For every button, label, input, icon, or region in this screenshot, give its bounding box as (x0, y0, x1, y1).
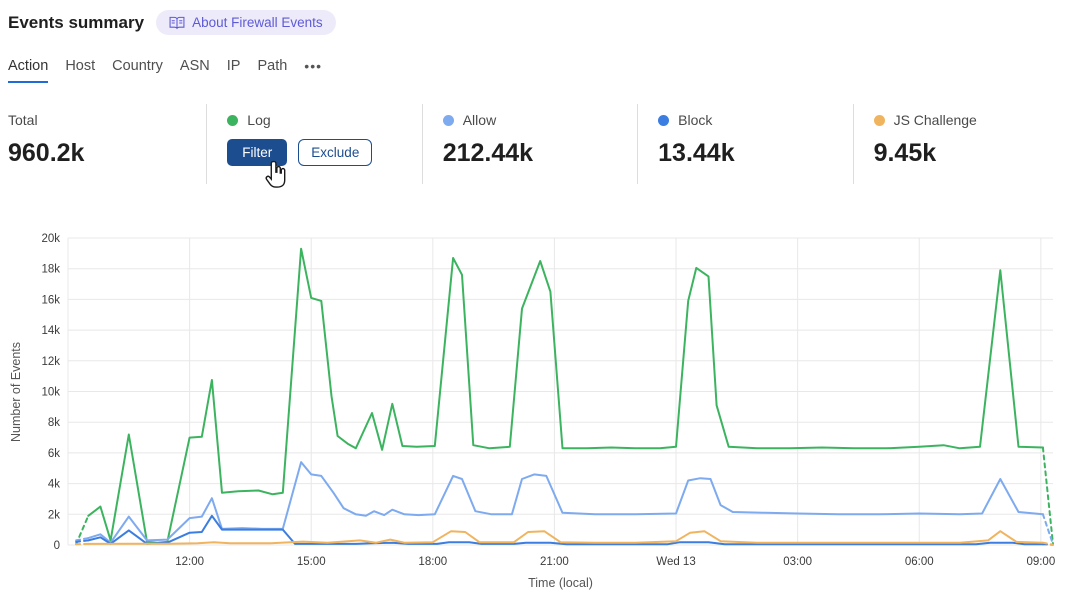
x-axis-title: Time (local) (528, 576, 593, 590)
series-js-challenge-tail-dashed (1041, 541, 1054, 546)
tabs-more-icon[interactable]: ••• (304, 58, 323, 74)
tab-path[interactable]: Path (257, 58, 288, 74)
js-challenge-value: 9.45k (873, 139, 937, 167)
y-tick-label: 10k (41, 387, 60, 399)
x-tick-label: Wed 13 (656, 556, 695, 568)
js-challenge-label: JS Challenge (893, 112, 977, 128)
allow-label: Allow (462, 112, 497, 128)
y-tick-label: 8k (48, 417, 60, 429)
tab-country[interactable]: Country (112, 58, 163, 74)
stat-card-allow: Allow 212.44k (421, 104, 637, 184)
tab-asn[interactable]: ASN (179, 58, 210, 74)
block-label: Block (678, 112, 713, 128)
x-tick-label: 03:00 (783, 556, 812, 568)
tab-bar: Action Host Country ASN IP Path ••• (8, 58, 322, 83)
y-tick-label: 20k (41, 233, 60, 245)
y-tick-label: 0 (54, 540, 60, 552)
stats-row: Total 960.2k Log Filter Exclude Allow 21… (8, 104, 1068, 184)
y-tick-label: 2k (48, 509, 60, 521)
y-tick-label: 6k (48, 448, 60, 460)
y-tick-label: 12k (41, 356, 60, 368)
y-tick-label: 18k (41, 264, 60, 276)
stat-card-js-challenge: JS Challenge 9.45k (852, 104, 1068, 184)
cursor-pointer-icon (265, 160, 286, 188)
stat-card-log: Log Filter Exclude (206, 104, 421, 184)
exclude-button[interactable]: Exclude (298, 139, 373, 166)
stat-card-total: Total 960.2k (8, 104, 206, 184)
tab-host[interactable]: Host (65, 58, 96, 74)
header: Events summary About Firewall Events (8, 10, 336, 35)
series-block-lead-dashed (75, 539, 90, 543)
x-tick-label: 15:00 (297, 556, 326, 568)
block-legend-dot (658, 114, 670, 126)
series-block-line (87, 514, 1044, 546)
y-tick-label: 16k (41, 294, 60, 306)
allow-value: 212.44k (442, 139, 534, 167)
x-tick-label: 18:00 (418, 556, 447, 568)
page-title: Events summary (8, 12, 145, 32)
tab-ip[interactable]: IP (226, 58, 241, 74)
about-firewall-events-badge[interactable]: About Firewall Events (156, 10, 336, 35)
y-tick-label: 14k (41, 325, 60, 337)
total-label: Total (8, 112, 38, 128)
filter-button[interactable]: Filter (227, 139, 288, 166)
allow-legend-dot (442, 114, 454, 126)
tab-action[interactable]: Action (8, 58, 49, 83)
js-challenge-legend-dot (873, 114, 885, 126)
book-icon (169, 16, 185, 29)
y-axis-title: Number of Events (9, 342, 23, 442)
series-log-lead-dashed (75, 514, 90, 546)
series-log-tail-dashed (1041, 446, 1054, 546)
about-badge-label: About Firewall Events (192, 15, 323, 30)
series-js-challenge-line (87, 530, 1044, 545)
series-log-line (87, 247, 1044, 544)
series-allow-line (87, 461, 1044, 544)
series-allow-tail-dashed (1041, 513, 1054, 546)
total-value: 960.2k (8, 139, 85, 167)
x-tick-label: 12:00 (175, 556, 204, 568)
events-time-series-chart[interactable]: 0 2k 4k 6k 8k 10k 12k 14k 16k 18k 20k 12:00 15:00 18:… (0, 226, 1068, 598)
log-label: Log (247, 112, 271, 128)
series-allow-lead-dashed (75, 537, 90, 542)
stat-card-block: Block 13.44k (637, 104, 852, 184)
x-tick-label: 06:00 (905, 556, 934, 568)
x-tick-label: 09:00 (1026, 556, 1055, 568)
block-value: 13.44k (658, 139, 735, 167)
y-tick-label: 4k (48, 479, 60, 491)
log-legend-dot (227, 114, 239, 126)
x-tick-label: 21:00 (540, 556, 569, 568)
